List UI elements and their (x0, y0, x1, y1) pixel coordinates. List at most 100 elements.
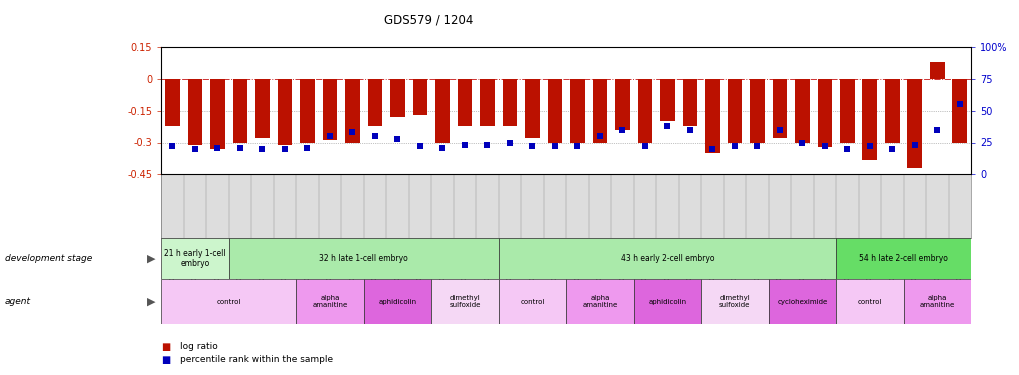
Bar (296, 279, 364, 324)
Point (434, 145, 450, 151)
Bar (165, 79, 179, 126)
Point (658, 123, 675, 129)
Bar (161, 279, 296, 324)
Point (457, 142, 473, 148)
Bar (344, 79, 360, 142)
Point (726, 143, 742, 149)
Point (276, 146, 292, 152)
Bar (903, 279, 970, 324)
Point (816, 143, 833, 149)
Bar (210, 79, 224, 149)
Point (771, 127, 788, 133)
Bar (862, 79, 876, 159)
Bar (161, 238, 228, 279)
Text: ▶: ▶ (147, 254, 155, 264)
Text: 43 h early 2-cell embryo: 43 h early 2-cell embryo (620, 254, 713, 263)
Bar (637, 79, 651, 142)
Bar (840, 79, 854, 142)
Point (703, 146, 719, 152)
Bar (749, 79, 764, 142)
Bar (570, 79, 584, 142)
Bar (700, 279, 768, 324)
Bar (498, 238, 836, 279)
Bar (633, 279, 700, 324)
Bar (816, 79, 832, 147)
Text: development stage: development stage (5, 254, 93, 263)
Text: aphidicolin: aphidicolin (378, 299, 416, 305)
Text: aphidicolin: aphidicolin (648, 299, 686, 305)
Bar (768, 279, 836, 324)
Bar (435, 79, 449, 142)
Bar (498, 279, 566, 324)
Bar (547, 79, 561, 142)
Bar (502, 79, 517, 126)
Point (861, 143, 877, 149)
Bar (412, 79, 427, 115)
Text: 54 h late 2-cell embryo: 54 h late 2-cell embryo (858, 254, 947, 263)
Bar (255, 79, 269, 138)
Bar (300, 79, 315, 142)
Point (231, 145, 248, 151)
Bar (659, 79, 674, 121)
Point (321, 133, 337, 139)
Bar (367, 79, 382, 126)
Text: ▶: ▶ (147, 297, 155, 307)
Text: GDS579 / 1204: GDS579 / 1204 (383, 13, 473, 26)
Text: dimethyl
sulfoxide: dimethyl sulfoxide (448, 296, 480, 308)
Point (883, 146, 900, 152)
Point (479, 142, 495, 148)
Bar (277, 79, 291, 145)
Bar (836, 279, 903, 324)
Point (367, 133, 383, 139)
Point (928, 127, 945, 133)
Bar (614, 79, 629, 130)
Point (164, 143, 180, 149)
Text: log ratio: log ratio (179, 342, 217, 351)
Text: agent: agent (5, 297, 31, 306)
Text: dimethyl
sulfoxide: dimethyl sulfoxide (718, 296, 750, 308)
Point (209, 145, 225, 151)
Point (254, 146, 270, 152)
Text: cycloheximide: cycloheximide (776, 299, 826, 305)
Bar (566, 279, 633, 324)
Bar (187, 79, 202, 145)
Point (636, 143, 652, 149)
Text: ■: ■ (161, 342, 170, 352)
Point (343, 129, 360, 135)
Text: ■: ■ (161, 355, 170, 365)
Bar (907, 79, 921, 168)
Bar (884, 79, 899, 142)
Bar (682, 79, 696, 126)
Text: control: control (520, 299, 544, 305)
Point (794, 140, 810, 146)
Bar (480, 79, 494, 126)
Point (906, 142, 922, 148)
Bar (228, 238, 498, 279)
Point (839, 146, 855, 152)
Bar (364, 279, 431, 324)
Point (569, 143, 585, 149)
Text: control: control (216, 299, 240, 305)
Point (613, 127, 630, 133)
Bar (704, 79, 719, 153)
Bar (952, 79, 966, 142)
Bar (592, 79, 606, 142)
Bar (525, 79, 539, 138)
Point (591, 133, 607, 139)
Point (501, 140, 518, 146)
Text: 21 h early 1-cell
embryo: 21 h early 1-cell embryo (164, 249, 225, 268)
Bar (836, 238, 970, 279)
Point (299, 145, 315, 151)
Point (748, 143, 764, 149)
Text: alpha
amanitine: alpha amanitine (582, 296, 616, 308)
Bar (929, 62, 944, 79)
Text: 32 h late 1-cell embryo: 32 h late 1-cell embryo (319, 254, 408, 263)
Point (412, 143, 428, 149)
Text: percentile rank within the sample: percentile rank within the sample (179, 356, 332, 364)
Point (524, 143, 540, 149)
Bar (771, 79, 787, 138)
Text: control: control (857, 299, 881, 305)
Bar (727, 79, 742, 142)
Text: alpha
amanitine: alpha amanitine (312, 296, 347, 308)
Bar (431, 279, 498, 324)
